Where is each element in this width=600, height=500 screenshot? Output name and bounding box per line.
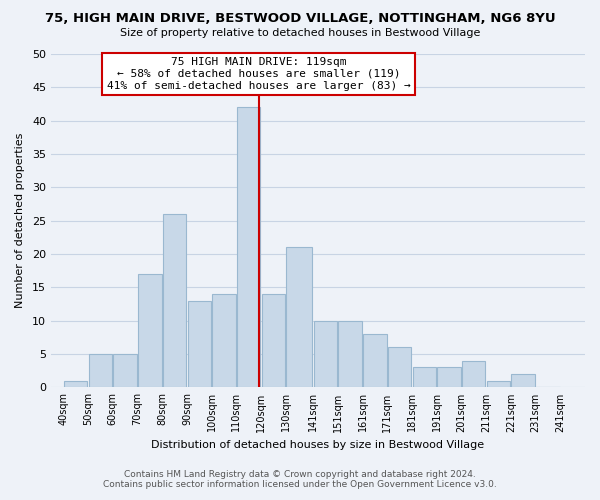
X-axis label: Distribution of detached houses by size in Bestwood Village: Distribution of detached houses by size … [151,440,485,450]
Y-axis label: Number of detached properties: Number of detached properties [15,133,25,308]
Bar [212,294,236,388]
Bar [262,294,285,388]
Bar [363,334,386,388]
Bar [64,381,88,388]
Bar [163,214,187,388]
Bar [437,368,461,388]
Bar [188,300,211,388]
Bar [338,320,362,388]
Bar [113,354,137,388]
Text: 75 HIGH MAIN DRIVE: 119sqm
← 58% of detached houses are smaller (119)
41% of sem: 75 HIGH MAIN DRIVE: 119sqm ← 58% of deta… [107,58,410,90]
Bar [286,248,313,388]
Bar [413,368,436,388]
Text: 75, HIGH MAIN DRIVE, BESTWOOD VILLAGE, NOTTINGHAM, NG6 8YU: 75, HIGH MAIN DRIVE, BESTWOOD VILLAGE, N… [44,12,556,26]
Text: Contains HM Land Registry data © Crown copyright and database right 2024.
Contai: Contains HM Land Registry data © Crown c… [103,470,497,489]
Bar [487,381,510,388]
Bar [388,348,412,388]
Bar [237,108,260,388]
Bar [314,320,337,388]
Bar [462,361,485,388]
Text: Size of property relative to detached houses in Bestwood Village: Size of property relative to detached ho… [120,28,480,38]
Bar [138,274,161,388]
Bar [511,374,535,388]
Bar [89,354,112,388]
